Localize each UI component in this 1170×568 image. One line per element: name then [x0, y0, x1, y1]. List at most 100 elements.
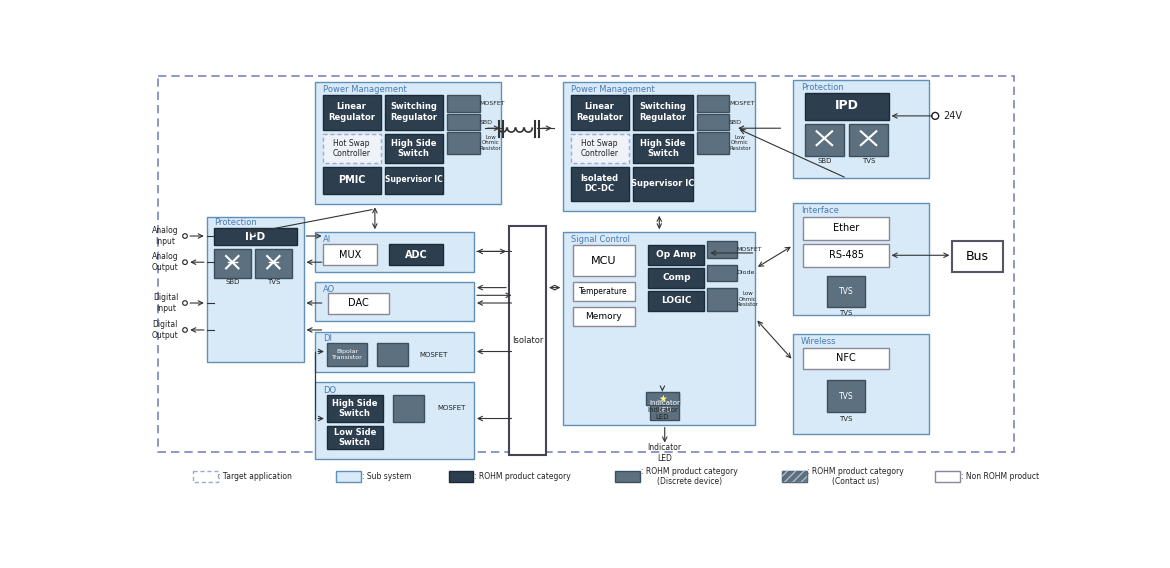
Text: MOSFET: MOSFET — [480, 101, 505, 106]
Text: Bus: Bus — [965, 250, 989, 264]
Text: Comp: Comp — [662, 273, 690, 282]
Bar — [315, 82, 501, 204]
Bar — [648, 268, 704, 287]
Bar — [193, 471, 218, 482]
Bar — [849, 124, 888, 156]
Bar — [315, 232, 474, 272]
Text: Linear
Regulator: Linear Regulator — [328, 102, 376, 122]
Text: SBD: SBD — [817, 157, 832, 164]
Bar — [572, 282, 634, 302]
Text: MCU: MCU — [591, 256, 617, 266]
Bar — [158, 76, 1014, 452]
Bar — [696, 114, 729, 130]
Text: MOSFET: MOSFET — [436, 406, 466, 411]
Text: Low
Ohmic
Resistor: Low Ohmic Resistor — [729, 135, 751, 151]
Bar — [827, 276, 866, 307]
Bar — [315, 282, 474, 321]
Text: RS-485: RS-485 — [828, 250, 863, 260]
Bar — [805, 93, 889, 120]
Text: Supervisor IC: Supervisor IC — [385, 176, 442, 184]
Bar — [323, 95, 381, 130]
Text: Op Amp: Op Amp — [656, 250, 696, 259]
Bar — [563, 82, 756, 211]
Text: : ROHM product category
(Discrete device): : ROHM product category (Discrete device… — [641, 466, 737, 486]
Bar — [708, 287, 737, 311]
Bar — [648, 291, 704, 311]
Text: PMIC: PMIC — [338, 175, 365, 185]
Bar — [447, 114, 480, 130]
Text: SBD: SBD — [480, 119, 493, 124]
Text: TVS: TVS — [267, 279, 280, 285]
Text: DI: DI — [323, 334, 332, 343]
Bar — [793, 334, 929, 434]
Text: Digital
Output: Digital Output — [152, 320, 179, 340]
Text: Protection: Protection — [214, 219, 257, 227]
Text: Linear
Regulator: Linear Regulator — [576, 102, 624, 122]
Bar — [393, 395, 424, 423]
Text: TVS: TVS — [862, 157, 875, 164]
Text: Switching
Regulator: Switching Regulator — [390, 102, 438, 122]
Text: : ROHM product category
(Contact us): : ROHM product category (Contact us) — [807, 466, 904, 486]
Bar — [804, 348, 889, 369]
Bar — [563, 232, 756, 425]
Bar — [385, 133, 443, 163]
Bar — [572, 245, 634, 276]
Bar — [696, 132, 729, 153]
Bar — [385, 95, 443, 130]
Bar — [336, 471, 360, 482]
Bar — [952, 241, 1003, 272]
Bar — [447, 132, 480, 153]
Text: MOSFET: MOSFET — [420, 352, 448, 358]
Text: MUX: MUX — [339, 249, 362, 260]
Bar — [633, 133, 694, 163]
Text: Temperature: Temperature — [579, 287, 628, 296]
Bar — [633, 167, 694, 202]
Bar — [708, 265, 737, 282]
Text: ★: ★ — [658, 394, 667, 403]
Bar — [326, 343, 367, 366]
Bar — [448, 471, 474, 482]
Text: High Side
Switch: High Side Switch — [332, 399, 378, 418]
Text: IPD: IPD — [835, 99, 859, 112]
Bar — [326, 426, 383, 449]
Text: Memory: Memory — [585, 312, 622, 320]
Text: Indicator
LED: Indicator LED — [648, 444, 682, 463]
Text: Analog
Input: Analog Input — [152, 226, 179, 246]
Text: SBD: SBD — [225, 279, 240, 285]
Text: Low
Ohmic
Resistor: Low Ohmic Resistor — [737, 291, 758, 307]
Text: MOSFET: MOSFET — [729, 101, 755, 106]
Text: NFC: NFC — [837, 353, 856, 364]
Text: DO: DO — [323, 386, 336, 395]
Bar — [323, 133, 381, 163]
Bar — [782, 471, 806, 482]
Bar — [315, 332, 474, 371]
Text: Wireless: Wireless — [801, 337, 837, 346]
Bar — [377, 343, 408, 366]
Bar — [935, 471, 961, 482]
Text: Interface: Interface — [801, 206, 839, 215]
Bar — [329, 293, 388, 314]
Bar — [447, 95, 480, 112]
Bar — [571, 133, 629, 163]
Bar — [572, 307, 634, 326]
Text: 24V: 24V — [943, 111, 962, 121]
Text: Low Side
Switch: Low Side Switch — [333, 428, 376, 448]
Bar — [385, 167, 443, 194]
Text: High Side
Switch: High Side Switch — [640, 139, 686, 158]
Text: SBD: SBD — [729, 119, 742, 124]
Text: Indicator
LED: Indicator LED — [649, 400, 680, 413]
Text: Indicator
LED: Indicator LED — [647, 407, 677, 420]
Bar — [255, 249, 292, 278]
Text: High Side
Switch: High Side Switch — [391, 139, 436, 158]
Text: Power Management: Power Management — [571, 85, 655, 94]
Bar — [323, 244, 377, 265]
Bar — [315, 382, 474, 460]
Text: LOGIC: LOGIC — [661, 296, 691, 305]
Bar — [708, 241, 737, 258]
Bar — [804, 217, 889, 240]
Bar — [782, 471, 806, 482]
Bar — [651, 393, 680, 420]
Bar — [633, 95, 694, 130]
Text: Analog
Output: Analog Output — [152, 253, 179, 272]
Text: Diode: Diode — [737, 270, 755, 275]
